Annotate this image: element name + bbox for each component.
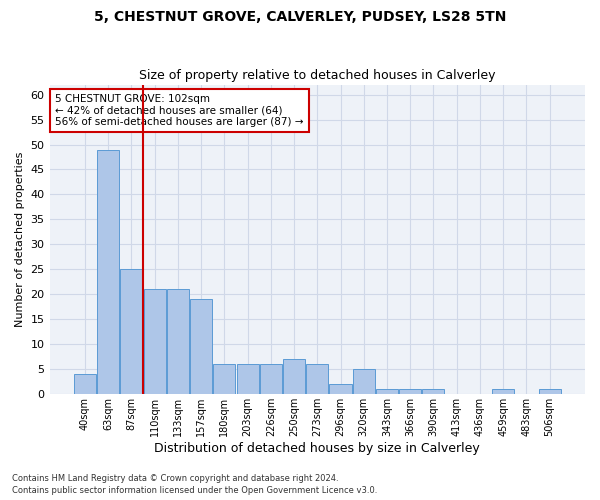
Bar [306,364,328,394]
X-axis label: Distribution of detached houses by size in Calverley: Distribution of detached houses by size … [154,442,480,455]
Bar [283,360,305,394]
Bar [121,270,142,394]
Bar [236,364,259,394]
Text: Contains HM Land Registry data © Crown copyright and database right 2024.
Contai: Contains HM Land Registry data © Crown c… [12,474,377,495]
Bar [492,390,514,394]
Bar [539,390,560,394]
Bar [97,150,119,394]
Bar [422,390,445,394]
Text: 5 CHESTNUT GROVE: 102sqm
← 42% of detached houses are smaller (64)
56% of semi-d: 5 CHESTNUT GROVE: 102sqm ← 42% of detach… [55,94,304,127]
Y-axis label: Number of detached properties: Number of detached properties [15,152,25,327]
Bar [143,290,166,395]
Bar [376,390,398,394]
Bar [260,364,282,394]
Title: Size of property relative to detached houses in Calverley: Size of property relative to detached ho… [139,69,496,82]
Bar [353,370,375,394]
Bar [167,290,189,395]
Bar [399,390,421,394]
Bar [329,384,352,394]
Bar [74,374,96,394]
Bar [190,300,212,394]
Bar [213,364,235,394]
Text: 5, CHESTNUT GROVE, CALVERLEY, PUDSEY, LS28 5TN: 5, CHESTNUT GROVE, CALVERLEY, PUDSEY, LS… [94,10,506,24]
